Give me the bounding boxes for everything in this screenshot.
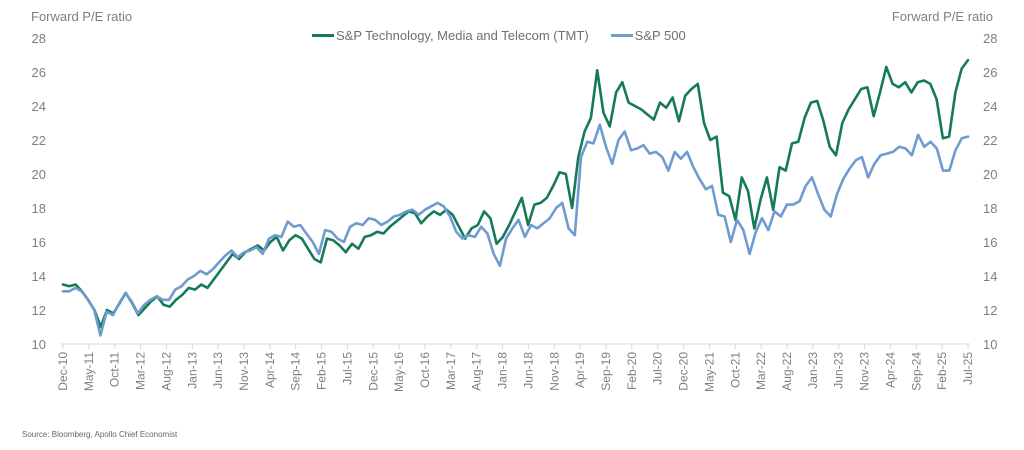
y-tick-label-left: 10 [32, 337, 46, 352]
y-tick-label-left: 16 [32, 235, 46, 250]
y-tick-label-left: 26 [32, 65, 46, 80]
x-axis: Dec-10 May-11 Oct-11 Mar-12 Aug-12 Jan-13 Jun-… [56, 343, 975, 392]
y-tick-label-right: 18 [983, 201, 997, 216]
x-tick-label: Sep-14 [289, 352, 303, 391]
y-tick-label-left: 14 [32, 269, 46, 284]
y-tick-label-left: 28 [32, 31, 46, 46]
x-tick-label: Feb-25 [935, 352, 949, 390]
x-tick-label: Aug-22 [780, 352, 794, 391]
x-tick-label: Apr-19 [573, 352, 587, 388]
x-tick-label: Jan-13 [185, 352, 199, 389]
source-note: Source: Bloomberg, Apollo Chief Economis… [22, 430, 178, 439]
y-tick-label-right: 10 [983, 337, 997, 352]
x-tick-label: Mar-17 [444, 352, 458, 390]
y-tick-label-right: 24 [983, 99, 997, 114]
legend-label-tmt: S&P Technology, Media and Telecom (TMT) [336, 28, 589, 43]
x-tick-label: Jun-18 [521, 352, 535, 389]
right-y-axis: 10 12 14 16 18 20 22 24 26 28 [983, 31, 997, 352]
series-lines [61, 58, 970, 337]
x-tick-label: Jul-20 [651, 352, 665, 385]
x-tick-label: Aug-12 [159, 352, 173, 391]
line-chart: 10 12 14 16 18 20 22 24 26 28 10 12 14 16 18 20 22 24 26 2… [32, 31, 998, 392]
series-line-sp500 [61, 123, 970, 337]
legend-swatch-sp500 [610, 34, 633, 37]
x-tick-label: Apr-14 [263, 352, 277, 388]
x-tick-label: Dec-15 [366, 352, 380, 391]
x-tick-label: Oct-11 [108, 352, 122, 387]
x-tick-label: Dec-20 [677, 352, 691, 391]
x-tick-label: Mar-12 [134, 352, 148, 390]
x-tick-label: Aug-17 [470, 352, 484, 391]
x-tick-label: Jul-15 [340, 352, 354, 385]
left-y-axis: 10 12 14 16 18 20 22 24 26 28 [32, 31, 46, 352]
x-tick-label: May-21 [702, 352, 716, 392]
x-tick-label: Nov-13 [237, 352, 251, 391]
y-tick-label-left: 18 [32, 201, 46, 216]
y-tick-label-right: 20 [983, 167, 997, 182]
y-tick-label-left: 22 [32, 133, 46, 148]
y-tick-label-left: 12 [32, 303, 46, 318]
x-tick-label: Jun-23 [832, 352, 846, 389]
x-tick-label: Feb-20 [625, 352, 639, 390]
x-tick-label: May-11 [82, 352, 96, 391]
y-tick-label-right: 14 [983, 269, 997, 284]
x-tick-label: Apr-24 [883, 352, 897, 388]
series-line-tmt [61, 58, 970, 329]
y-tick-label-left: 24 [32, 99, 46, 114]
y-tick-label-right: 22 [983, 133, 997, 148]
x-tick-label: Feb-15 [315, 352, 329, 390]
legend-item-sp500: S&P 500 [610, 28, 686, 43]
y-tick-label-right: 26 [983, 65, 997, 80]
x-tick-label: Sep-24 [909, 352, 923, 391]
legend-swatch-tmt [312, 34, 334, 37]
legend: S&P Technology, Media and Telecom (TMT) … [312, 28, 686, 43]
x-tick-label: Jan-23 [806, 352, 820, 389]
legend-item-tmt: S&P Technology, Media and Telecom (TMT) [312, 28, 589, 43]
x-tick-label: Nov-18 [547, 352, 561, 391]
x-tick-label: Dec-10 [56, 352, 70, 391]
x-tick-label: Mar-22 [754, 352, 768, 390]
x-tick-label: Jun-13 [211, 352, 225, 389]
x-tick-label: Oct-16 [418, 352, 432, 388]
x-tick-label: Jul-25 [961, 352, 975, 385]
x-tick-label: Nov-23 [858, 352, 872, 391]
x-tick-label: Sep-19 [599, 352, 613, 391]
legend-label-sp500: S&P 500 [634, 28, 686, 43]
y-tick-label-right: 12 [983, 303, 997, 318]
y-tick-label-right: 28 [983, 31, 997, 46]
y-tick-label-right: 16 [983, 235, 997, 250]
right-y-axis-title: Forward P/E ratio [891, 9, 993, 24]
x-tick-label: Jan-18 [496, 352, 510, 389]
y-tick-label-left: 20 [32, 167, 46, 182]
left-y-axis-title: Forward P/E ratio [31, 9, 133, 24]
x-tick-label: May-16 [392, 352, 406, 392]
x-tick-label: Oct-21 [728, 352, 742, 388]
